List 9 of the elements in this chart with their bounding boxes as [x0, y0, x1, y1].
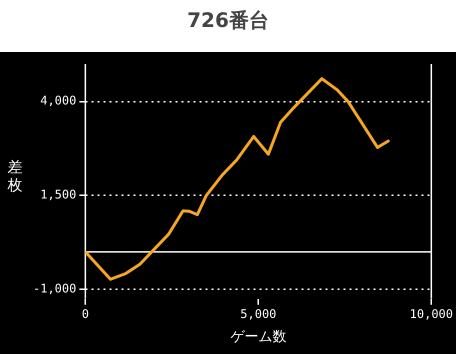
- y-tick-label: 1,500: [40, 188, 76, 202]
- y-tick-label: -1,000: [32, 282, 76, 296]
- y-tick-label: 4,000: [40, 94, 76, 108]
- x-tick-label: 10,000: [410, 307, 454, 322]
- x-tick-label: 0: [82, 307, 89, 322]
- x-axis-title: ゲーム数: [230, 329, 286, 346]
- chart-title: 726番台: [186, 7, 270, 34]
- y-axis-title: 差枚: [6, 158, 24, 194]
- x-tick-label: 5,000: [240, 307, 276, 322]
